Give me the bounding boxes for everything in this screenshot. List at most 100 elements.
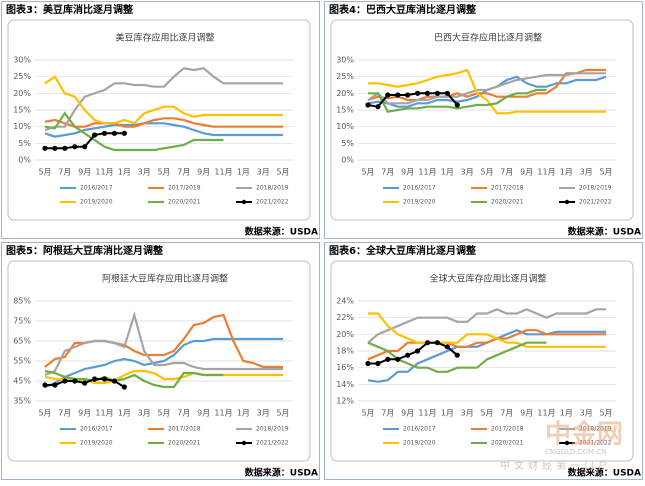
series-line xyxy=(367,68,606,102)
y-tick-label: 10% xyxy=(336,122,354,131)
y-tick-label: 22% xyxy=(336,313,354,322)
legend-marker xyxy=(564,199,570,205)
x-tick-label: 3月 xyxy=(461,409,474,418)
legend-label: 2019/2020 xyxy=(80,440,113,447)
watermark-site: CNGOLD.COM.CN xyxy=(545,448,606,456)
x-tick-label: 7月 xyxy=(500,168,513,177)
x-tick-label: 1月 xyxy=(441,168,454,177)
legend-label: 2018/2019 xyxy=(256,426,289,433)
point xyxy=(72,144,78,150)
chart-title: 巴西大豆存应用比逐月调整 xyxy=(434,32,542,44)
point xyxy=(72,378,78,384)
point xyxy=(405,92,411,98)
legend-label: 2017/2018 xyxy=(491,426,524,433)
legend-label: 2021/2022 xyxy=(256,440,289,447)
point xyxy=(365,360,371,367)
y-tick-label: 75% xyxy=(13,317,31,326)
point xyxy=(424,340,431,346)
legend-label: 2019/2020 xyxy=(403,440,436,447)
point xyxy=(121,130,127,136)
x-tick-label: 11月 xyxy=(537,409,555,418)
x-tick-label: 5月 xyxy=(157,168,170,177)
x-tick-label: 3月 xyxy=(580,409,593,418)
x-tick-label: 1月 xyxy=(118,409,131,418)
point xyxy=(101,376,108,382)
x-tick-label: 7月 xyxy=(58,168,71,177)
y-tick-label: 25% xyxy=(13,72,31,81)
x-tick-label: 5月 xyxy=(480,409,493,418)
point xyxy=(395,356,401,362)
y-tick-label: 5% xyxy=(341,139,354,148)
legend-marker xyxy=(241,440,247,446)
point xyxy=(424,90,431,96)
source-note: 数据来源：USDA xyxy=(245,467,318,479)
y-tick-label: 5% xyxy=(18,139,31,148)
x-tick-label: 9月 xyxy=(197,168,210,177)
x-tick-label: 1月 xyxy=(237,168,250,177)
series-line xyxy=(44,67,283,132)
x-tick-label: 7月 xyxy=(500,409,513,418)
series-line xyxy=(367,308,606,344)
legend-label: 2016/2017 xyxy=(403,185,436,192)
x-tick-label: 1月 xyxy=(118,168,131,177)
x-tick-label: 9月 xyxy=(520,409,533,418)
chart-title: 全球大豆库存应用比逐月调整 xyxy=(429,273,546,285)
panel-caption: 图表4：巴西大豆库消比逐月调整 xyxy=(329,3,476,16)
y-tick-label: 55% xyxy=(13,357,31,366)
x-tick-label: 11月 xyxy=(95,168,113,177)
series-line xyxy=(44,75,283,125)
point xyxy=(385,356,391,362)
point xyxy=(42,145,48,151)
y-tick-label: 24% xyxy=(336,297,354,306)
y-tick-label: 45% xyxy=(13,377,31,386)
x-tick-label: 3月 xyxy=(257,168,270,177)
legend-label: 2021/2022 xyxy=(256,199,289,206)
point xyxy=(365,102,371,108)
legend-label: 2021/2022 xyxy=(579,440,612,447)
point xyxy=(121,384,127,390)
legend-label: 2018/2019 xyxy=(579,185,612,192)
series-line xyxy=(368,68,606,115)
x-tick-label: 5月 xyxy=(480,168,493,177)
legend-label: 2021/2022 xyxy=(579,199,612,206)
legend-label: 2020/2021 xyxy=(168,440,201,447)
x-tick-label: 1月 xyxy=(237,409,250,418)
series-line xyxy=(44,111,224,152)
point xyxy=(385,92,391,98)
point xyxy=(414,348,421,354)
y-tick-label: 15% xyxy=(13,106,31,115)
y-tick-label: 35% xyxy=(13,397,31,406)
legend-marker xyxy=(564,440,570,446)
point xyxy=(91,132,98,138)
y-tick-label: 20% xyxy=(336,330,354,339)
y-tick-label: 65% xyxy=(13,337,31,346)
x-tick-label: 9月 xyxy=(401,168,414,177)
series-line xyxy=(368,312,606,348)
panel-caption: 图表6：全球大豆库消比逐月调整 xyxy=(329,244,476,257)
legend-label: 2020/2021 xyxy=(168,199,201,206)
series-line xyxy=(44,122,283,138)
chart-frame xyxy=(330,19,634,221)
point xyxy=(444,90,450,96)
legend-label: 2016/2017 xyxy=(80,426,113,433)
legend-label: 2020/2021 xyxy=(491,440,524,447)
chart-title: 美豆库存应用比逐月调整 xyxy=(115,32,214,44)
legend-label: 2017/2018 xyxy=(491,185,524,192)
legend-label: 2017/2018 xyxy=(168,426,201,433)
legend-marker xyxy=(241,199,247,205)
x-tick-label: 3月 xyxy=(461,168,474,177)
watermark-logo: 中金网 xyxy=(545,419,623,450)
point xyxy=(405,352,411,358)
y-tick-label: 16% xyxy=(336,363,354,372)
y-tick-label: 10% xyxy=(13,122,31,131)
x-tick-label: 5月 xyxy=(157,409,170,418)
series-line xyxy=(368,88,547,113)
y-tick-label: 15% xyxy=(336,106,354,115)
point xyxy=(375,104,381,110)
x-tick-label: 11月 xyxy=(95,409,113,418)
point xyxy=(434,340,441,346)
y-tick-label: 14% xyxy=(336,380,354,389)
point xyxy=(454,102,460,108)
x-tick-label: 1月 xyxy=(441,409,454,418)
